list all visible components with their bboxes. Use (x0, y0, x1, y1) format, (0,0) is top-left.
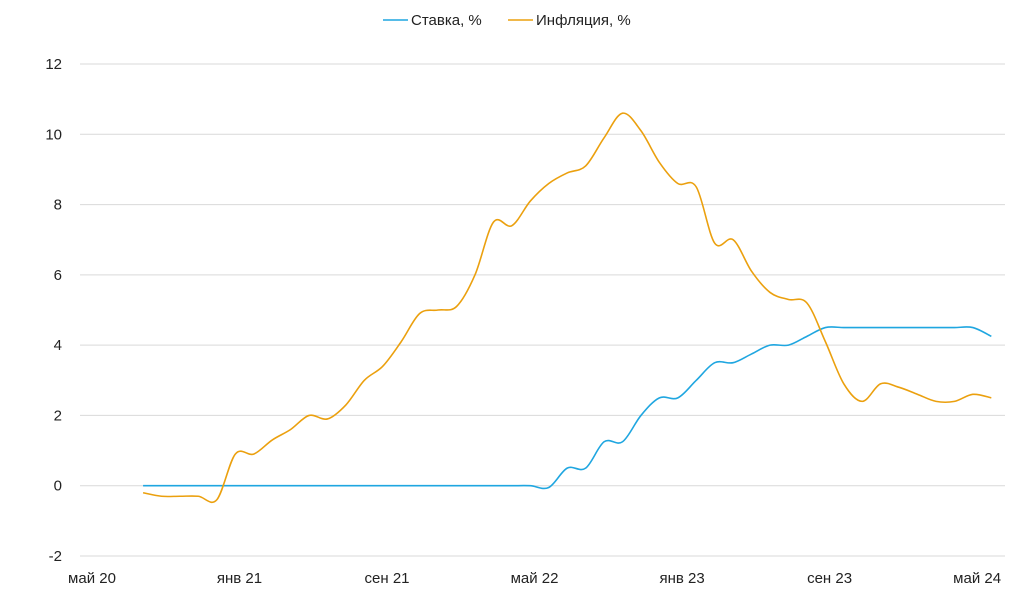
y-tick-label: 2 (54, 407, 62, 424)
legend-label-rate: Ставка, % (411, 12, 482, 29)
y-tick-label: 0 (54, 478, 62, 495)
legend: Ставка, % Инфляция, % (383, 12, 631, 29)
legend-label-inflation: Инфляция, % (536, 12, 631, 29)
x-tick-label: май 20 (68, 570, 116, 587)
y-tick-label: 8 (54, 197, 62, 214)
y-tick-label: 4 (54, 337, 62, 354)
series-line-rate (143, 326, 992, 490)
y-tick-label: 6 (54, 267, 62, 284)
x-tick-label: сен 23 (807, 570, 852, 587)
y-tick-label: 12 (45, 56, 62, 73)
x-tick-label: янв 23 (659, 570, 704, 587)
x-tick-label: янв 21 (217, 570, 262, 587)
x-tick-label: сен 21 (365, 570, 410, 587)
y-tick-label: 10 (45, 126, 62, 143)
x-tick-label: май 24 (953, 570, 1001, 587)
x-tick-label: май 22 (511, 570, 559, 587)
series-line-inflation (142, 112, 992, 504)
y-tick-label: -2 (49, 548, 62, 565)
